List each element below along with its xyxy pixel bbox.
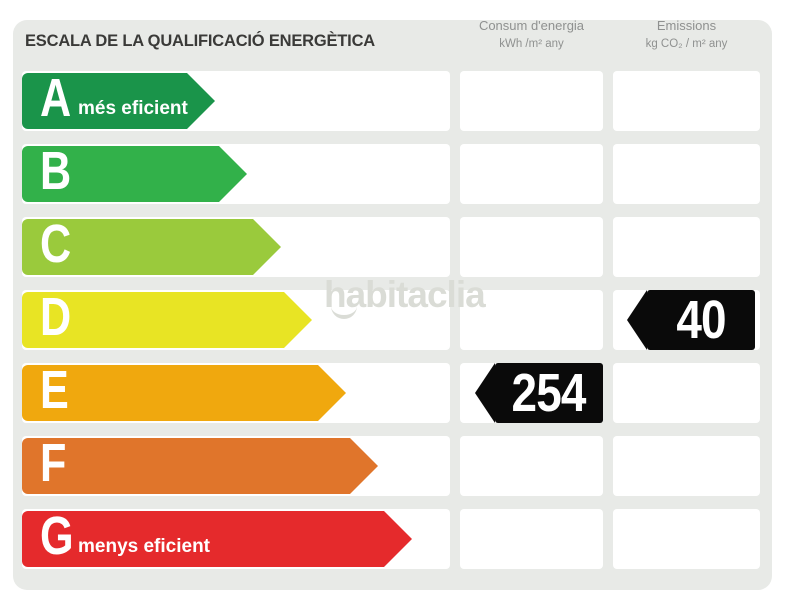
consumption-cell — [460, 71, 603, 131]
rating-bar-rect: F — [22, 433, 350, 494]
watermark-smile-icon — [331, 305, 357, 319]
value-tag-arrow-icon — [627, 290, 647, 350]
consumption-cell — [460, 290, 603, 350]
rating-letter: G — [40, 506, 74, 566]
rating-bar-arrow-icon — [253, 219, 281, 275]
emissions-cell — [613, 436, 760, 496]
emissions-value-tag: 40 — [627, 290, 755, 350]
consumption-cell — [460, 509, 603, 569]
rating-bar-b: B — [22, 141, 247, 202]
page-title: ESCALA DE LA QUALIFICACIÓ ENERGÈTICA — [25, 31, 376, 50]
rating-bar-arrow-icon — [219, 146, 247, 202]
value-text: 40 — [676, 290, 726, 350]
value-text: 254 — [511, 363, 587, 423]
consumption-cell — [460, 217, 603, 277]
rating-bar-arrow-icon — [384, 511, 412, 567]
consumption-value-tag: 254 — [475, 363, 603, 423]
rating-bar-arrow-icon — [318, 365, 346, 421]
emissions-cell — [613, 144, 760, 204]
rating-bar-c: C — [22, 214, 281, 275]
rating-bar-arrow-icon — [350, 438, 378, 494]
rating-bar-arrow-icon — [187, 73, 215, 129]
value-tag-body: 254 — [495, 363, 603, 423]
rating-letter: E — [40, 360, 69, 420]
emissions-cell — [613, 363, 760, 423]
rating-letter: F — [40, 433, 67, 493]
rating-letter: B — [40, 141, 72, 201]
rating-bar-f: F — [22, 433, 378, 494]
consumption-column-title: Consum d'energia — [478, 18, 585, 33]
value-tag-arrow-icon — [475, 363, 495, 423]
consumption-cell — [460, 144, 603, 204]
rating-bar-rect: D — [22, 287, 284, 348]
consumption-column-unit: kWh /m² any — [499, 38, 564, 50]
emissions-cell — [613, 509, 760, 569]
consumption-column-header: Consum d'energia kWh /m² any — [460, 19, 603, 51]
value-tag-body: 40 — [647, 290, 755, 350]
emissions-column-unit: kg CO₂ / m² any — [645, 38, 728, 50]
rating-letter: D — [40, 287, 72, 347]
emissions-column-header: Emissions kg CO₂ / m² any — [613, 19, 760, 51]
rating-bar-rect: E — [22, 360, 318, 421]
rating-letter: A — [40, 68, 72, 128]
rating-letter: C — [40, 214, 72, 274]
emissions-cell — [613, 217, 760, 277]
rating-label: menys eficient — [78, 536, 210, 557]
emissions-column-title: Emissions — [656, 18, 717, 33]
consumption-cell — [460, 436, 603, 496]
rating-bar-rect: C — [22, 214, 253, 275]
emissions-cell — [613, 71, 760, 131]
rating-bar-e: E — [22, 360, 346, 421]
rating-bar-d: D — [22, 287, 312, 348]
rating-bar-rect: B — [22, 141, 219, 202]
rating-label: més eficient — [78, 98, 188, 119]
rating-bar-arrow-icon — [284, 292, 312, 348]
